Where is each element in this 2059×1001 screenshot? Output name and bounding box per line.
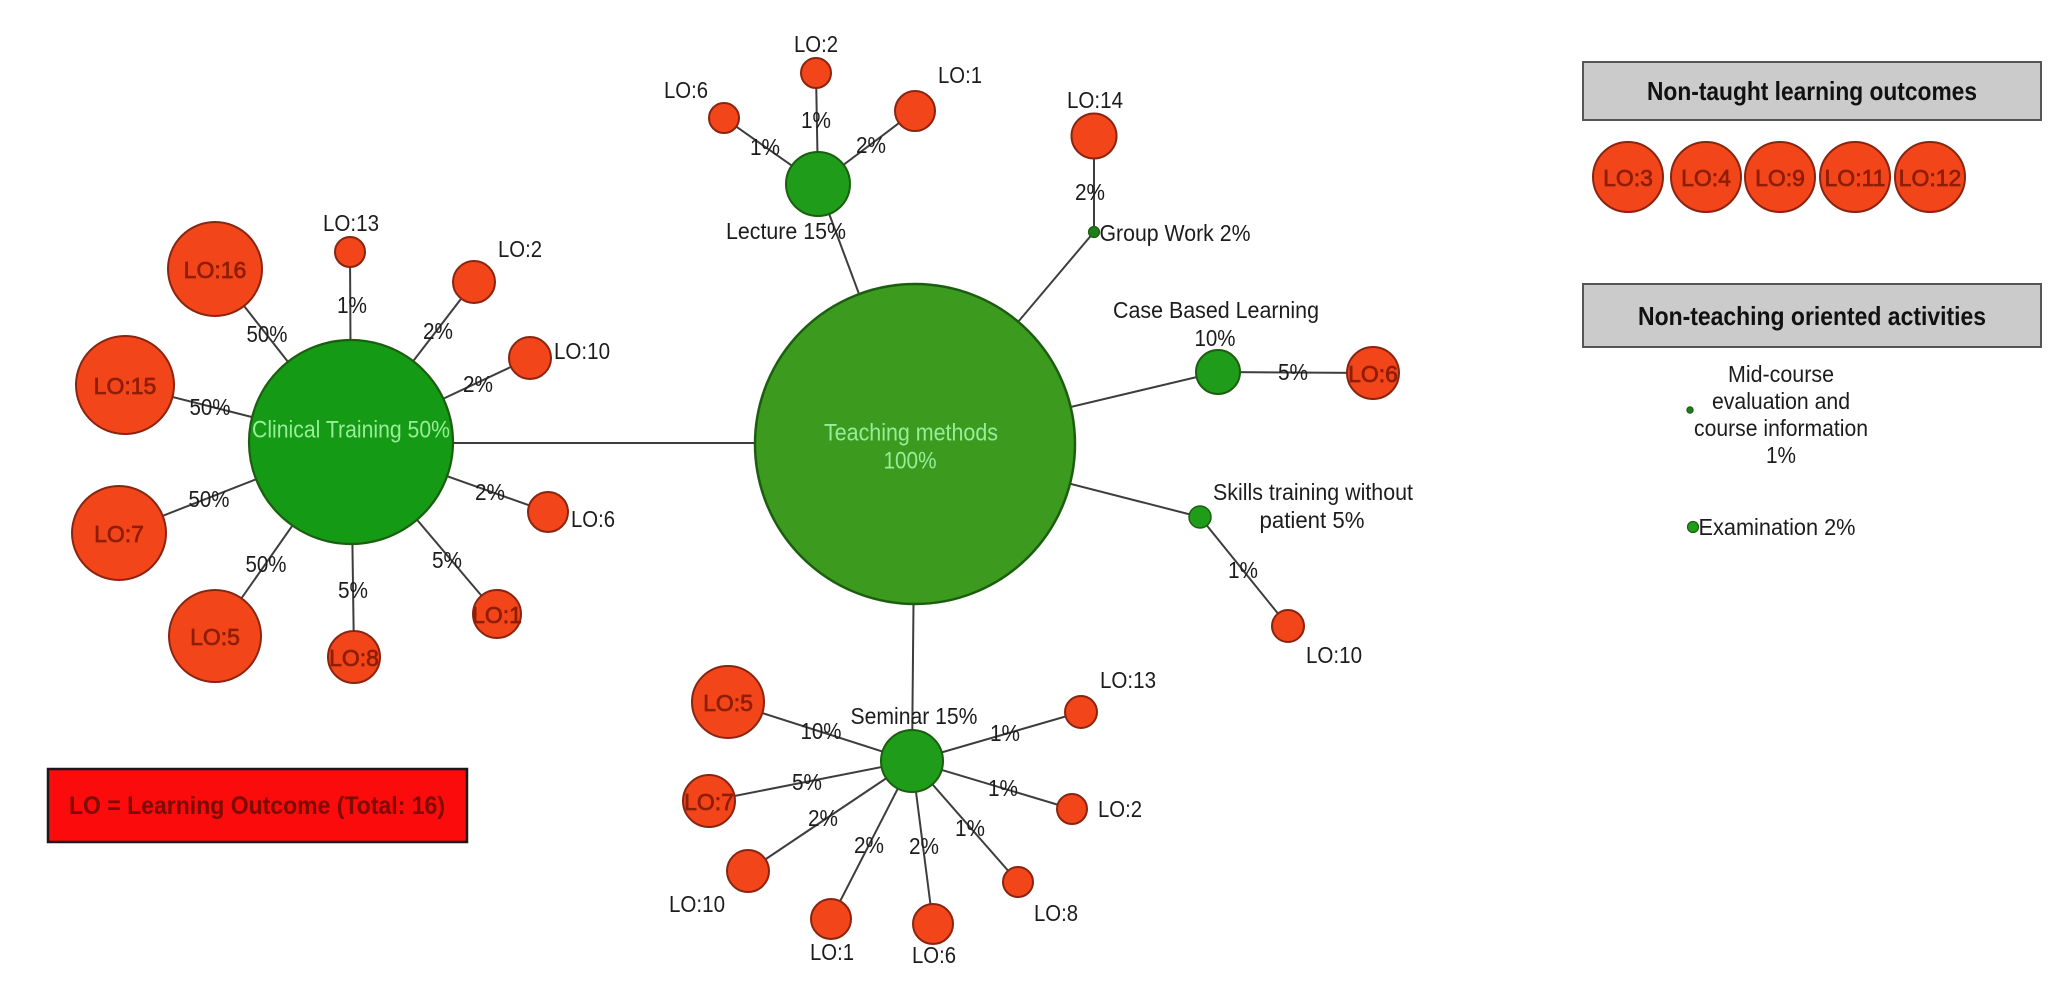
svg-text:1%: 1% <box>1766 442 1796 468</box>
svg-text:50%: 50% <box>246 551 287 577</box>
svg-text:LO:1: LO:1 <box>472 602 522 628</box>
svg-text:50%: 50% <box>189 486 230 512</box>
svg-text:LO:8: LO:8 <box>329 645 379 671</box>
svg-text:LO:6: LO:6 <box>912 942 956 968</box>
svg-text:1%: 1% <box>1228 557 1258 583</box>
svg-text:LO:8: LO:8 <box>1034 900 1078 926</box>
svg-text:2%: 2% <box>808 805 838 831</box>
svg-text:1%: 1% <box>955 815 985 841</box>
svg-text:LO:13: LO:13 <box>1100 667 1156 693</box>
svg-text:LO:7: LO:7 <box>684 789 734 815</box>
svg-text:2%: 2% <box>909 833 939 859</box>
svg-text:Non-taught learning outcomes: Non-taught learning outcomes <box>1647 76 1977 106</box>
svg-text:LO:1: LO:1 <box>810 939 854 965</box>
svg-text:LO:14: LO:14 <box>1067 87 1123 113</box>
svg-text:2%: 2% <box>463 371 493 397</box>
svg-text:evaluation and: evaluation and <box>1712 388 1850 414</box>
svg-text:LO:12: LO:12 <box>1899 165 1962 191</box>
svg-text:Teaching methods: Teaching methods <box>824 420 998 447</box>
svg-text:Non-teaching oriented activiti: Non-teaching oriented activities <box>1638 301 1986 331</box>
svg-text:Group Work 2%: Group Work 2% <box>1100 220 1251 246</box>
svg-text:LO:6: LO:6 <box>1348 361 1398 387</box>
svg-text:2%: 2% <box>856 132 886 158</box>
svg-text:5%: 5% <box>432 547 462 573</box>
svg-text:course information: course information <box>1694 415 1868 441</box>
svg-text:10%: 10% <box>1195 325 1236 351</box>
svg-text:LO:15: LO:15 <box>94 373 157 399</box>
svg-text:LO:10: LO:10 <box>669 891 725 917</box>
svg-text:1%: 1% <box>801 107 831 133</box>
svg-text:LO:10: LO:10 <box>554 338 610 364</box>
svg-text:5%: 5% <box>792 769 822 795</box>
svg-text:2%: 2% <box>475 479 505 505</box>
svg-text:LO:6: LO:6 <box>571 506 615 532</box>
svg-text:LO:16: LO:16 <box>184 257 247 283</box>
svg-text:Examination 2%: Examination 2% <box>1699 514 1856 540</box>
svg-text:5%: 5% <box>338 577 368 603</box>
svg-text:2%: 2% <box>423 318 453 344</box>
svg-text:LO:7: LO:7 <box>94 521 144 547</box>
svg-text:1%: 1% <box>988 775 1018 801</box>
svg-text:Lecture 15%: Lecture 15% <box>726 218 846 244</box>
svg-text:LO:2: LO:2 <box>498 236 542 262</box>
svg-text:LO:9: LO:9 <box>1755 165 1805 191</box>
svg-text:LO:13: LO:13 <box>323 210 379 236</box>
svg-text:2%: 2% <box>1075 179 1105 205</box>
svg-text:1%: 1% <box>337 292 367 318</box>
svg-text:LO:11: LO:11 <box>1825 165 1886 191</box>
svg-text:2%: 2% <box>854 832 884 858</box>
svg-text:50%: 50% <box>247 321 288 347</box>
svg-text:50%: 50% <box>190 394 231 420</box>
svg-text:Skills training without: Skills training without <box>1213 479 1414 505</box>
svg-text:Mid-course: Mid-course <box>1728 361 1834 387</box>
svg-text:1%: 1% <box>990 720 1020 746</box>
svg-text:LO = Learning Outcome (Total:: LO = Learning Outcome (Total: 16) <box>69 792 445 820</box>
svg-text:LO:5: LO:5 <box>703 690 753 716</box>
svg-text:patient 5%: patient 5% <box>1260 507 1365 533</box>
svg-text:LO:4: LO:4 <box>1681 165 1731 191</box>
svg-text:Clinical Training 50%: Clinical Training 50% <box>252 417 450 444</box>
svg-text:Seminar 15%: Seminar 15% <box>851 703 978 729</box>
svg-text:LO:1: LO:1 <box>938 62 982 88</box>
svg-text:LO:5: LO:5 <box>190 624 240 650</box>
svg-text:1%: 1% <box>750 134 780 160</box>
svg-text:Case Based Learning: Case Based Learning <box>1113 297 1319 323</box>
svg-text:10%: 10% <box>801 718 842 744</box>
svg-text:100%: 100% <box>884 448 937 475</box>
svg-text:5%: 5% <box>1278 359 1308 385</box>
svg-text:LO:3: LO:3 <box>1603 165 1653 191</box>
svg-text:LO:2: LO:2 <box>1098 796 1142 822</box>
svg-text:LO:10: LO:10 <box>1306 642 1362 668</box>
svg-text:LO:2: LO:2 <box>794 31 838 57</box>
svg-text:LO:6: LO:6 <box>664 77 708 103</box>
